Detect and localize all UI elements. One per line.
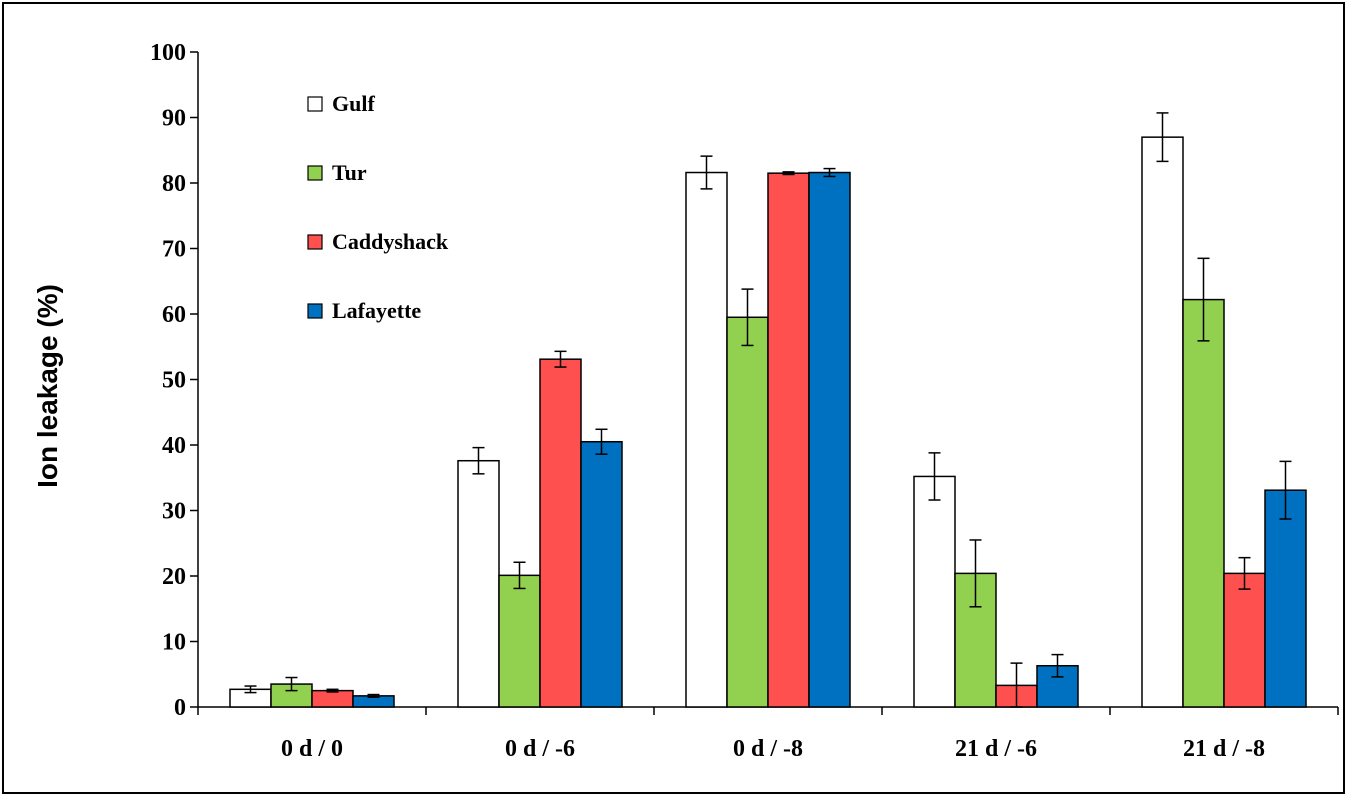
legend-label-tur: Tur xyxy=(332,160,367,185)
x-tick-label: 21 d / -6 xyxy=(955,736,1037,762)
bar-gulf-1 xyxy=(457,459,500,708)
bar-tur-1 xyxy=(498,574,541,708)
x-tick-label: 0 d / -6 xyxy=(505,736,575,762)
bar-lafayette-4 xyxy=(1264,489,1307,708)
y-tick-label: 30 xyxy=(162,499,186,525)
x-tick-label: 0 d / 0 xyxy=(281,736,343,762)
y-tick-label: 40 xyxy=(162,433,186,459)
y-tick-label: 50 xyxy=(162,368,186,394)
axes: 0 10 20 30 40 50 60 70 80 90 100 0 d / 0 0 d / -6 0 d… xyxy=(150,40,1339,762)
bar-caddyshack-1 xyxy=(539,358,582,708)
y-axis-label: Ion leakage (%) xyxy=(32,284,63,488)
x-tick-label: 0 d / -8 xyxy=(733,736,803,762)
bar-gulf-3 xyxy=(913,475,956,708)
x-tick-label: 21 d / -8 xyxy=(1183,736,1265,762)
y-tick-label: 0 xyxy=(174,695,186,721)
legend-label-lafayette: Lafayette xyxy=(332,298,421,323)
y-tick-label: 70 xyxy=(162,237,186,263)
bar-lafayette-1 xyxy=(580,440,623,708)
bar-tur-2 xyxy=(726,316,769,708)
bar-lafayette-2 xyxy=(808,171,851,708)
legend-swatch-gulf xyxy=(307,96,323,112)
y-tick-label: 10 xyxy=(162,630,186,656)
legend-swatch-tur xyxy=(307,165,323,181)
legend: Gulf Tur Caddyshack Lafayette xyxy=(307,91,449,323)
bar-caddyshack-0 xyxy=(311,689,354,708)
y-tick-label: 90 xyxy=(162,106,186,132)
bar-gulf-4 xyxy=(1141,136,1184,708)
bar-tur-4 xyxy=(1182,298,1225,708)
y-tick-label: 80 xyxy=(162,171,186,197)
bar-gulf-2 xyxy=(685,171,728,708)
legend-swatch-caddyshack xyxy=(307,234,323,250)
bar-caddyshack-4 xyxy=(1223,572,1266,708)
bar-caddyshack-2 xyxy=(767,172,810,708)
legend-label-gulf: Gulf xyxy=(332,91,375,116)
legend-label-caddyshack: Caddyshack xyxy=(332,229,449,254)
y-tick-label: 100 xyxy=(150,40,186,66)
y-tick-label: 20 xyxy=(162,564,186,590)
bars xyxy=(229,112,1307,708)
legend-swatch-lafayette xyxy=(307,303,323,319)
y-tick-label: 60 xyxy=(162,302,186,328)
